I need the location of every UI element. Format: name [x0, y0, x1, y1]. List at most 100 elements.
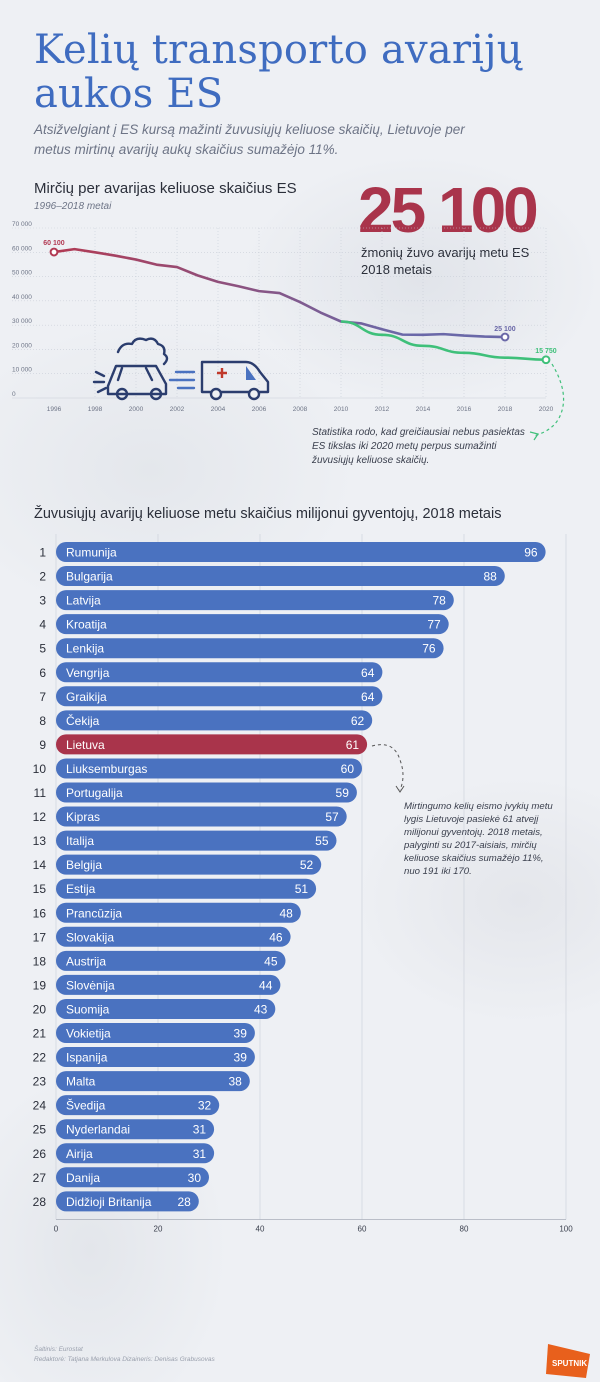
line-chart-note: Statistika rodo, kad greičiausiai nebus … — [312, 427, 525, 466]
bar — [56, 1167, 209, 1188]
bar-rank: 27 — [33, 1171, 47, 1185]
bar-value-label: 46 — [269, 930, 283, 944]
bar-rank: 8 — [39, 714, 46, 728]
bar-value-label: 39 — [234, 1051, 248, 1065]
bar-value-label: 39 — [234, 1027, 248, 1041]
bar-category-label: Lenkija — [66, 642, 104, 656]
bar-category-label: Belgija — [66, 858, 102, 872]
x-tick-label: 2006 — [252, 406, 267, 413]
bar-category-label: Rumunija — [66, 546, 117, 560]
bar — [56, 1047, 255, 1068]
bar-value-label: 77 — [427, 618, 441, 632]
bar-rank: 16 — [33, 906, 47, 920]
x-tick-label: 2004 — [211, 406, 226, 413]
bar-rank: 4 — [39, 618, 46, 632]
bar — [56, 854, 322, 875]
bar-rank: 1 — [39, 546, 46, 560]
x-tick-label: 20 — [154, 1224, 163, 1233]
x-tick-label: 60 — [358, 1224, 367, 1233]
bar — [56, 878, 317, 899]
x-tick-label: 1998 — [88, 406, 103, 413]
bar-rank: 3 — [39, 594, 46, 608]
bar — [56, 686, 383, 707]
bar-value-label: 88 — [483, 570, 497, 584]
bar — [56, 734, 368, 755]
bar-value-label: 60 — [341, 762, 355, 776]
y-tick-label: 70 000 — [12, 221, 32, 228]
bar-category-label: Liuksemburgas — [66, 762, 147, 776]
line-chart-x-ticks: 1996 1998 2000 2002 2004 2006 2008 2010 2012 2014… — [47, 406, 554, 413]
bar-value-label: 28 — [177, 1195, 191, 1209]
bar-chart-bars: 1 Rumunija 962 Bulgarija 883 Latvija 784 Kroati… — [33, 542, 546, 1212]
bar-category-label: Latvija — [66, 594, 101, 608]
label-start: 60 100 — [43, 240, 65, 247]
x-tick-label: 2016 — [457, 406, 472, 413]
bar-category-label: Vokietija — [66, 1027, 111, 1041]
bar-rank: 5 — [39, 642, 46, 656]
line-chart-grid — [12, 227, 547, 399]
bar-category-label: Lietuva — [66, 738, 105, 752]
bar-rank: 24 — [33, 1099, 47, 1113]
bar-chart-x-ticks: 0 20 40 60 80 100 — [54, 1224, 573, 1233]
ambulance-icon — [168, 360, 270, 401]
bar-chart-note: Mirtingumo kelių eismo įvykių metu lygis… — [404, 801, 553, 877]
x-tick-label: 2002 — [170, 406, 185, 413]
bar-value-label: 31 — [193, 1123, 207, 1137]
bar-category-label: Švedija — [66, 1098, 106, 1113]
note-arrow — [533, 363, 565, 437]
bar — [56, 1191, 199, 1212]
bar-value-label: 43 — [254, 1002, 268, 1016]
bar-rank: 12 — [33, 810, 47, 824]
bar-value-label: 57 — [325, 810, 339, 824]
x-tick-label: 0 — [54, 1224, 59, 1233]
bar-rank: 28 — [33, 1195, 47, 1209]
bar-rank: 21 — [33, 1027, 47, 1041]
bar-category-label: Slovėnija — [66, 978, 115, 992]
bar-value-label: 76 — [422, 642, 436, 656]
bar — [56, 830, 337, 851]
x-tick-label: 100 — [559, 1224, 573, 1233]
x-tick-label: 1996 — [47, 406, 62, 413]
y-tick-label: 50 000 — [12, 270, 32, 277]
big-number: 25 100 — [358, 174, 539, 246]
bar-value-label: 44 — [259, 978, 273, 992]
x-tick-label: 2018 — [498, 406, 513, 413]
bar-value-label: 51 — [295, 882, 309, 896]
bar — [56, 542, 546, 562]
y-tick-label: 30 000 — [12, 318, 32, 325]
bar-category-label: Didžioji Britanija — [66, 1195, 152, 1209]
bar-value-label: 55 — [315, 834, 329, 848]
bar-rank: 11 — [34, 786, 47, 800]
bar-rank: 15 — [33, 882, 47, 896]
bar-rank: 9 — [39, 738, 46, 752]
line-chart-title: Mirčių per avarijas keliuose skaičius ES — [34, 180, 297, 197]
line-chart: 0 10 000 20 000 30 000 40 000 50 000 60 000 70 … — [12, 221, 565, 441]
bar-rank: 2 — [39, 570, 46, 584]
bar-rank: 20 — [33, 1002, 47, 1016]
bar — [56, 998, 276, 1019]
bar-rank: 10 — [33, 762, 47, 776]
bar — [56, 926, 291, 947]
bar-value-label: 38 — [228, 1075, 242, 1089]
bar — [56, 782, 357, 803]
bar — [56, 1119, 215, 1140]
bar-value-label: 52 — [300, 858, 314, 872]
bar-value-label: 96 — [524, 546, 538, 560]
bar — [56, 638, 444, 659]
series-line-target — [340, 320, 547, 362]
bar-rank: 17 — [33, 930, 47, 944]
bar-category-label: Malta — [66, 1075, 96, 1089]
bar-rank: 19 — [33, 978, 47, 992]
bar-category-label: Danija — [66, 1171, 100, 1185]
bar-category-label: Slovakija — [66, 930, 114, 944]
bar-rank: 22 — [33, 1051, 47, 1065]
source-text: Šaltinis: Eurostat — [34, 1346, 83, 1353]
car-crash-icon — [92, 337, 169, 401]
bar-value-label: 64 — [361, 666, 375, 680]
bar — [56, 614, 449, 635]
bar — [56, 710, 373, 731]
x-tick-label: 2014 — [416, 406, 431, 413]
x-tick-label: 2012 — [375, 406, 390, 413]
sputnik-logo: SPUTNIK — [546, 1344, 590, 1378]
point-end — [500, 332, 510, 342]
